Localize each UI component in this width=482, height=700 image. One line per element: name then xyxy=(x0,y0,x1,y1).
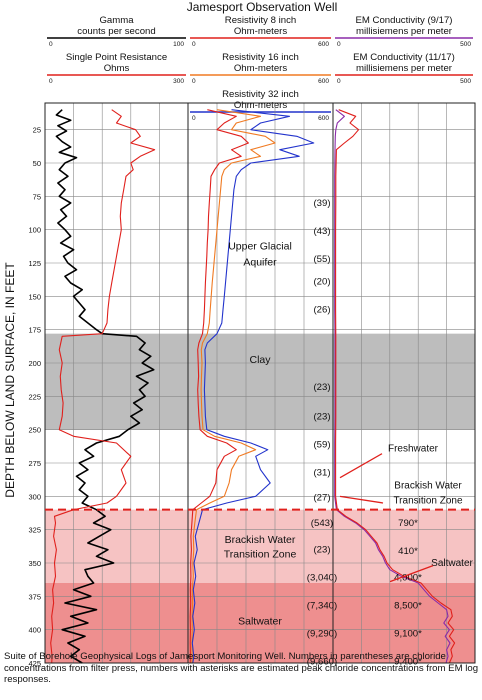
zone-label: Aquifer xyxy=(243,257,277,269)
y-tick-label: 125 xyxy=(28,259,41,268)
y-tick-label: 300 xyxy=(28,492,41,501)
filter-press-chloride: (3,040) xyxy=(307,573,337,584)
header-unit: Ohm-meters xyxy=(234,100,288,111)
header-scale-max: 500 xyxy=(460,78,471,85)
header-scale-max: 600 xyxy=(318,115,329,122)
header-scale-min: 0 xyxy=(337,78,341,85)
y-tick-label: 225 xyxy=(28,392,41,401)
chart-title: Jamesport Observation Well xyxy=(187,0,338,14)
filter-press-chloride: (543) xyxy=(311,518,333,529)
header-name: Resistivity 16 inch xyxy=(222,52,299,63)
zone-label: Clay xyxy=(249,354,271,366)
y-tick-label: 350 xyxy=(28,559,41,568)
header-scale-min: 0 xyxy=(49,41,53,48)
filter-press-chloride: (9,290) xyxy=(307,629,337,640)
zone-label: Transition Zone xyxy=(224,549,297,561)
y-axis-label: DEPTH BELOW LAND SURFACE, IN FEET xyxy=(3,262,17,498)
header-scale-max: 600 xyxy=(318,41,329,48)
curve-res16 xyxy=(191,109,276,664)
header-unit: Ohms xyxy=(104,63,130,74)
y-tick-label: 400 xyxy=(28,626,41,635)
zone-label: Upper Glacial xyxy=(228,241,292,253)
filter-press-chloride: (43) xyxy=(313,226,330,237)
filter-press-chloride: (23) xyxy=(313,382,330,393)
filter-press-chloride: (23) xyxy=(313,411,330,422)
filter-press-chloride: (20) xyxy=(313,277,330,288)
y-tick-label: 375 xyxy=(28,592,41,601)
figure-caption: Suite of Borehole Geophysical Logs of Ja… xyxy=(4,651,479,685)
header-name: EM Conductivity (9/17) xyxy=(355,15,452,26)
zone-label: Brackish Water xyxy=(225,534,296,546)
callout-label: Brackish Water xyxy=(394,481,462,492)
em-chloride-estimate: 9,100* xyxy=(394,629,422,640)
header-name: Resistivity 32 inch xyxy=(222,89,299,100)
header-scale-max: 600 xyxy=(318,78,329,85)
callout-label: Transition Zone xyxy=(393,495,463,506)
callout-leader xyxy=(389,565,434,583)
em-chloride-estimate: 790* xyxy=(398,518,418,529)
plot-frame xyxy=(44,102,476,664)
filter-press-chloride: (59) xyxy=(313,439,330,450)
y-tick-label: 275 xyxy=(28,459,41,468)
y-tick-label: 150 xyxy=(28,292,41,301)
zone-0 xyxy=(45,333,475,430)
log-curves xyxy=(50,109,456,664)
annotations: Upper Glacial Aquifer Clay Brackish Water Tr… xyxy=(224,198,474,668)
filter-press-chloride: (7,340) xyxy=(307,601,337,612)
frame-outline xyxy=(44,102,476,664)
zone-1 xyxy=(45,509,475,583)
header-scale-min: 0 xyxy=(49,78,53,85)
header-scale-max: 500 xyxy=(460,41,471,48)
filter-press-chloride: (9,660) xyxy=(307,657,337,668)
header-scale-min: 0 xyxy=(192,115,196,122)
em-chloride-estimate: 9,400* xyxy=(394,657,422,668)
em-chloride-estimate: 8,500* xyxy=(394,601,422,612)
header-name: Single Point Resistance xyxy=(66,52,167,63)
header-unit: millisiemens per meter xyxy=(356,26,453,37)
depth-ticks: 25 50 75 100 125 150 175 200 225 250 275 300 325 350 3… xyxy=(28,126,41,668)
header-unit: Ohm-meters xyxy=(234,26,288,37)
header-scale-max: 100 xyxy=(173,41,184,48)
y-tick-label: 50 xyxy=(33,159,41,168)
header-scale-min: 0 xyxy=(192,78,196,85)
filter-press-chloride: (55) xyxy=(313,254,330,265)
y-tick-label: 100 xyxy=(28,226,41,235)
em-chloride-estimate: 410* xyxy=(398,546,418,557)
y-tick-label: 25 xyxy=(33,126,41,135)
y-tick-label: 425 xyxy=(28,659,41,668)
header-name: Gamma xyxy=(99,15,134,26)
zone-label: Saltwater xyxy=(238,615,282,627)
y-tick-label: 200 xyxy=(28,359,41,368)
header-unit: Ohm-meters xyxy=(234,63,288,74)
header-scale-min: 0 xyxy=(337,41,341,48)
curve-em_nov xyxy=(335,109,456,664)
header-unit: counts per second xyxy=(77,26,155,37)
filter-press-chloride: (31) xyxy=(313,467,330,478)
header-unit: millisiemens per meter xyxy=(356,63,453,74)
curve-res8 xyxy=(189,109,249,664)
y-tick-label: 175 xyxy=(28,326,41,335)
callout-leader xyxy=(339,453,383,479)
curve-em_sept xyxy=(334,109,451,664)
header-name: EM Conductivity (11/17) xyxy=(353,52,455,63)
curve-spr xyxy=(50,109,156,664)
header-name: Resistivity 8 inch xyxy=(225,15,296,26)
callout-label: Freshwater xyxy=(388,443,439,454)
header-scale-min: 0 xyxy=(192,41,196,48)
y-tick-label: 250 xyxy=(28,426,41,435)
em-chloride-estimate: 4,000* xyxy=(394,573,422,584)
filter-press-chloride: (27) xyxy=(313,493,330,504)
filter-press-chloride: (39) xyxy=(313,198,330,209)
curve-res32 xyxy=(191,109,315,664)
callout-label: Saltwater xyxy=(431,558,473,569)
filter-press-chloride: (26) xyxy=(313,305,330,316)
curve-gamma xyxy=(55,109,155,664)
filter-press-chloride: (23) xyxy=(313,545,330,556)
y-tick-label: 75 xyxy=(33,192,41,201)
header-scale-max: 300 xyxy=(173,78,184,85)
callout-leader xyxy=(339,495,384,504)
y-tick-label: 325 xyxy=(28,526,41,535)
